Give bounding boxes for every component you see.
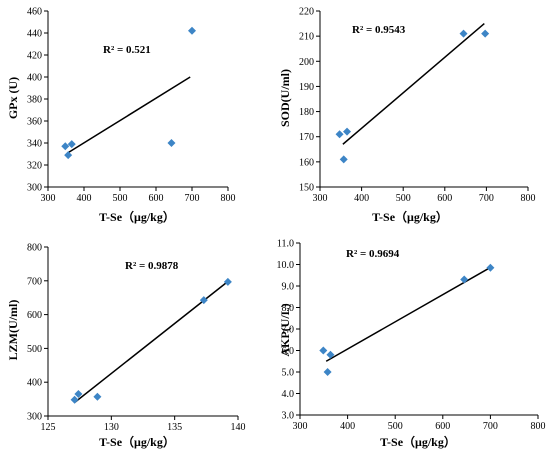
chart-sod-trendline bbox=[342, 23, 485, 145]
chart-lzm-point bbox=[199, 296, 208, 305]
chart-sod-y-tick-label: 180 bbox=[299, 107, 314, 118]
chart-sod-x-tick-label: 500 bbox=[396, 193, 411, 204]
chart-gpx-trendline bbox=[67, 76, 191, 154]
chart-lzm-y-tick-label: 800 bbox=[27, 243, 42, 254]
chart-akp-y-tick-label: 6.0 bbox=[282, 346, 295, 357]
chart-lzm-y-tick-label: 600 bbox=[27, 310, 42, 321]
chart-sod-y-tick-label: 160 bbox=[299, 157, 314, 168]
chart-gpx-x-tick-label: 700 bbox=[185, 193, 200, 204]
chart-gpx-xlabel: T-Se（μg/kg） bbox=[99, 209, 175, 224]
chart-gpx-y-tick-label: 300 bbox=[27, 183, 42, 194]
chart-lzm: T-Se（μg/kg） LZM(U/ml) R² = 0.9878 125 130… bbox=[6, 243, 246, 450]
chart-lzm-r2-annotation: R² = 0.9878 bbox=[125, 260, 179, 272]
chart-lzm-x-tick-label: 130 bbox=[104, 422, 119, 433]
chart-sod-x-tick-label: 600 bbox=[437, 193, 452, 204]
chart-akp-y-tick-label: 5.0 bbox=[282, 368, 295, 379]
chart-lzm-point bbox=[223, 277, 232, 286]
chart-sod-y-tick-label: 220 bbox=[299, 7, 314, 18]
chart-sod-x-tick-label: 700 bbox=[479, 193, 494, 204]
chart-lzm-y-tick-label: 400 bbox=[27, 378, 42, 389]
chart-lzm-y-tick-label: 700 bbox=[27, 276, 42, 287]
chart-akp-point bbox=[323, 368, 332, 376]
chart-lzm-y-tick-label: 500 bbox=[27, 344, 42, 355]
chart-akp: T-Se（μg/kg） AKP(U/L) R² = 0.9694 300 400 5… bbox=[277, 239, 546, 450]
chart-sod-x-tick-label: 400 bbox=[354, 193, 369, 204]
chart-gpx-point bbox=[167, 139, 176, 147]
chart-gpx-x-tick-label: 500 bbox=[113, 193, 128, 204]
chart-akp-y-tick-label: 11.0 bbox=[277, 239, 294, 250]
chart-sod-y-tick-label: 150 bbox=[299, 183, 314, 194]
chart-akp-y-tick-label: 7.0 bbox=[282, 325, 295, 336]
chart-akp-point bbox=[460, 275, 469, 284]
chart-akp-ylabel: AKP(U/L) bbox=[278, 303, 292, 356]
chart-akp-y-tick-label: 10.0 bbox=[277, 260, 295, 271]
chart-gpx-y-tick-label: 340 bbox=[27, 139, 42, 150]
chart-akp-x-tick-label: 500 bbox=[388, 421, 403, 432]
chart-sod-point bbox=[459, 29, 468, 38]
chart-gpx-y-tick-label: 440 bbox=[27, 29, 42, 40]
chart-sod-r2-annotation: R² = 0.9543 bbox=[352, 24, 406, 36]
chart-gpx-y-tick-label: 360 bbox=[27, 117, 42, 128]
chart-sod-ylabel: SOD(U/ml) bbox=[278, 69, 292, 127]
chart-akp-point bbox=[486, 263, 495, 272]
chart-akp-y-tick-label: 8.0 bbox=[282, 303, 295, 314]
chart-akp-trendline bbox=[325, 268, 489, 362]
chart-gpx-y-tick-label: 460 bbox=[27, 7, 42, 18]
chart-sod-y-tick-label: 200 bbox=[299, 57, 314, 68]
chart-akp-xlabel: T-Se（μg/kg） bbox=[380, 434, 456, 449]
chart-lzm-ylabel: LZM(U/ml) bbox=[6, 300, 20, 361]
chart-akp-y-tick-label: 9.0 bbox=[282, 282, 295, 293]
chart-lzm-point bbox=[70, 395, 79, 404]
chart-gpx-point bbox=[61, 142, 70, 151]
chart-gpx-point bbox=[67, 140, 76, 149]
chart-gpx-x-tick-label: 400 bbox=[77, 193, 92, 204]
chart-akp-x-tick-label: 300 bbox=[293, 421, 308, 432]
chart-sod-point bbox=[481, 29, 490, 38]
chart-akp-y-tick-label: 3.0 bbox=[282, 411, 295, 422]
chart-sod: T-Se（μg/kg） SOD(U/ml) R² = 0.9543 300 400… bbox=[278, 7, 536, 225]
chart-akp-x-tick-label: 800 bbox=[531, 421, 546, 432]
chart-sod-xlabel: T-Se（μg/kg） bbox=[372, 209, 448, 224]
chart-sod-point bbox=[343, 127, 352, 136]
chart-gpx-r2-annotation: R² = 0.521 bbox=[103, 44, 151, 56]
chart-sod-y-tick-label: 170 bbox=[299, 132, 314, 143]
chart-lzm-x-tick-label: 125 bbox=[41, 422, 56, 433]
chart-lzm-x-tick-label: 140 bbox=[231, 422, 246, 433]
chart-gpx: T-Se（μg/kg） GPx (U) R² = 0.521 300 400 500… bbox=[6, 7, 236, 225]
chart-akp-point bbox=[319, 346, 328, 355]
chart-sod-point bbox=[339, 155, 348, 164]
chart-sod-y-tick-label: 210 bbox=[299, 32, 314, 43]
chart-gpx-y-tick-label: 400 bbox=[27, 73, 42, 84]
chart-gpx-y-tick-label: 380 bbox=[27, 95, 42, 106]
chart-lzm-y-tick-label: 300 bbox=[27, 412, 42, 423]
chart-gpx-x-tick-label: 300 bbox=[41, 193, 56, 204]
chart-akp-x-tick-label: 600 bbox=[435, 421, 450, 432]
chart-lzm-point bbox=[93, 392, 102, 401]
chart-sod-point bbox=[335, 130, 344, 139]
chart-lzm-x-tick-label: 135 bbox=[167, 422, 182, 433]
chart-lzm-point bbox=[74, 390, 83, 399]
chart-gpx-point bbox=[188, 26, 196, 35]
chart-gpx-x-tick-label: 800 bbox=[221, 193, 236, 204]
chart-akp-y-tick-label: 4.0 bbox=[282, 389, 295, 400]
chart-sod-x-tick-label: 800 bbox=[521, 193, 536, 204]
chart-gpx-ylabel: GPx (U) bbox=[6, 77, 20, 119]
chart-gpx-point bbox=[64, 151, 73, 160]
chart-akp-r2-annotation: R² = 0.9694 bbox=[346, 248, 400, 260]
chart-sod-y-tick-label: 190 bbox=[299, 82, 314, 93]
chart-akp-point bbox=[326, 350, 335, 359]
chart-gpx-y-tick-label: 420 bbox=[27, 51, 42, 62]
chart-akp-x-tick-label: 700 bbox=[483, 421, 498, 432]
chart-sod-x-tick-label: 300 bbox=[313, 193, 328, 204]
chart-gpx-y-tick-label: 320 bbox=[27, 161, 42, 172]
chart-akp-x-tick-label: 400 bbox=[340, 421, 355, 432]
chart-gpx-x-tick-label: 600 bbox=[149, 193, 164, 204]
chart-lzm-xlabel: T-Se（μg/kg） bbox=[99, 434, 175, 449]
